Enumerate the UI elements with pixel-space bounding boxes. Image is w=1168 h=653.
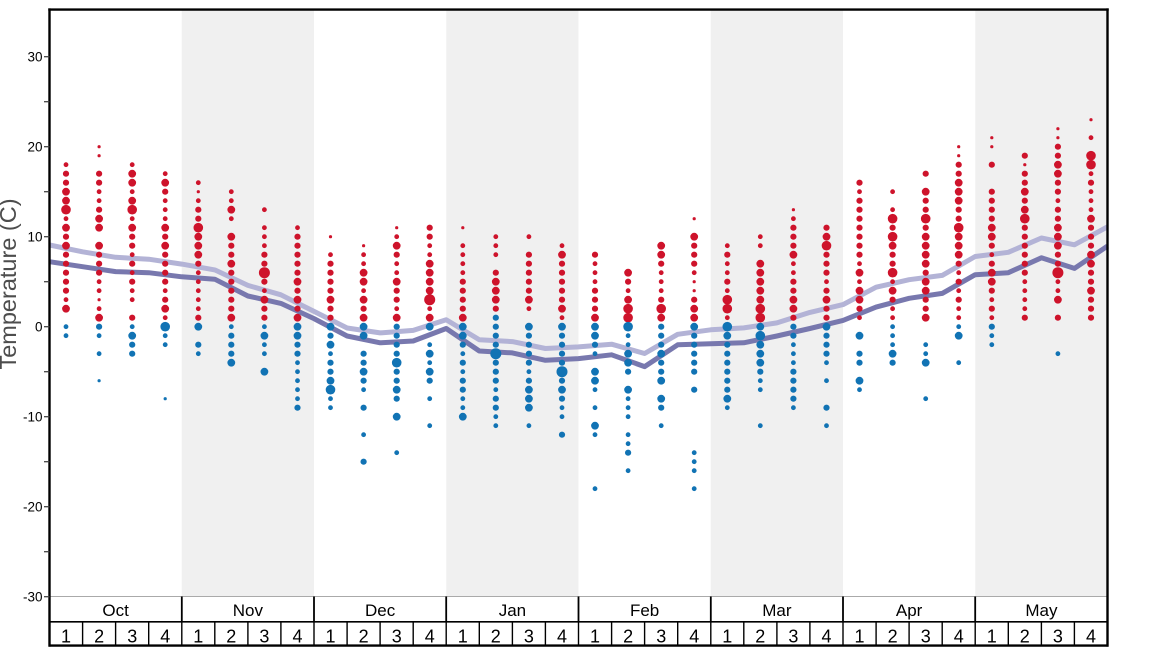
svg-text:2: 2: [491, 627, 501, 647]
svg-text:1: 1: [325, 627, 335, 647]
svg-text:4: 4: [160, 627, 170, 647]
svg-text:1: 1: [590, 627, 600, 647]
svg-text:4: 4: [557, 627, 567, 647]
svg-text:4: 4: [1086, 627, 1096, 647]
svg-text:3: 3: [127, 627, 137, 647]
svg-text:1: 1: [854, 627, 864, 647]
svg-text:0: 0: [35, 319, 43, 334]
svg-text:3: 3: [259, 627, 269, 647]
svg-text:4: 4: [292, 627, 302, 647]
svg-text:4: 4: [425, 627, 435, 647]
svg-text:Temperature (C): Temperature (C): [0, 198, 21, 369]
svg-text:1: 1: [193, 627, 203, 647]
svg-text:-10: -10: [23, 409, 43, 424]
svg-text:3: 3: [788, 627, 798, 647]
svg-text:1: 1: [987, 627, 997, 647]
svg-text:2: 2: [359, 627, 369, 647]
svg-text:2: 2: [94, 627, 104, 647]
svg-text:1: 1: [458, 627, 468, 647]
svg-text:2: 2: [888, 627, 898, 647]
svg-text:2: 2: [755, 627, 765, 647]
svg-text:Jan: Jan: [499, 601, 526, 620]
svg-text:1: 1: [722, 627, 732, 647]
svg-text:2: 2: [226, 627, 236, 647]
svg-text:Mar: Mar: [762, 601, 792, 620]
svg-text:4: 4: [954, 627, 964, 647]
svg-text:3: 3: [392, 627, 402, 647]
svg-text:20: 20: [27, 139, 42, 154]
svg-text:Feb: Feb: [630, 601, 659, 620]
svg-text:Dec: Dec: [365, 601, 396, 620]
svg-text:Apr: Apr: [896, 601, 923, 620]
svg-text:4: 4: [821, 627, 831, 647]
svg-text:1: 1: [61, 627, 71, 647]
svg-text:Nov: Nov: [233, 601, 264, 620]
svg-text:10: 10: [27, 229, 42, 244]
svg-text:3: 3: [1053, 627, 1063, 647]
svg-text:3: 3: [656, 627, 666, 647]
svg-text:30: 30: [27, 49, 42, 64]
svg-text:May: May: [1025, 601, 1058, 620]
svg-text:2: 2: [1020, 627, 1030, 647]
svg-text:3: 3: [921, 627, 931, 647]
svg-text:2: 2: [623, 627, 633, 647]
svg-text:4: 4: [689, 627, 699, 647]
svg-text:Oct: Oct: [102, 601, 129, 620]
svg-text:3: 3: [524, 627, 534, 647]
svg-text:-20: -20: [23, 499, 43, 514]
svg-text:-30: -30: [23, 589, 43, 604]
